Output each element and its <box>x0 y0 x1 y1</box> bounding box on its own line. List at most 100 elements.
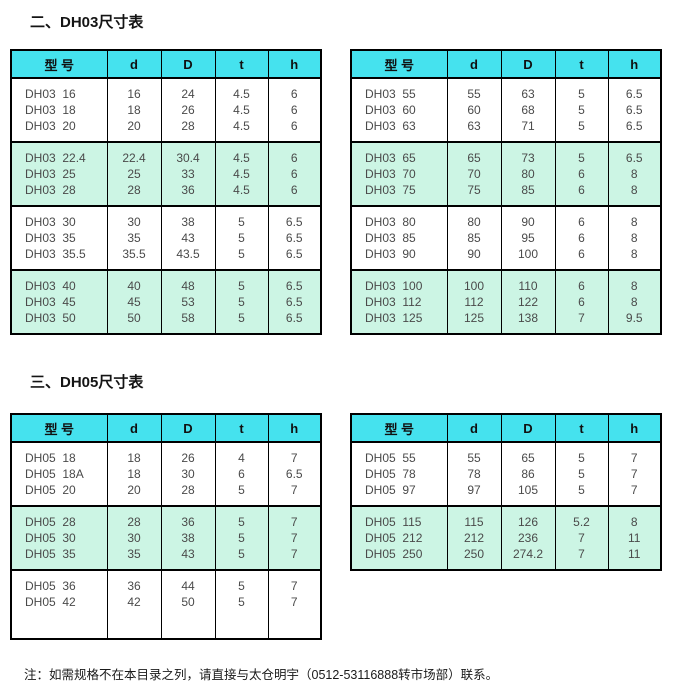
cell-value: 6 <box>267 78 322 102</box>
cell-value: 20 <box>106 482 162 506</box>
row-group: DH03 40 40 48 5 6.5 DH03 45 45 53 5 6.5 DH03 50 50 5… <box>10 270 322 334</box>
cell-value: 53 <box>160 294 216 310</box>
cell-model: DH03 80 <box>350 206 448 230</box>
table-row: DH03 90 90 100 6 8 <box>350 246 662 270</box>
column-header: 型 号 <box>10 413 108 443</box>
footer-note: 注：如需规格不在本目录之列，请直接与太仓明宇（0512-53116888转市场部… <box>24 668 499 682</box>
table-row: DH03 20 20 28 4.5 6 <box>10 118 322 142</box>
column-header: D <box>500 413 556 443</box>
cell-value: 115 <box>446 506 502 530</box>
table-row: DH03 65 65 73 5 6.5 <box>350 142 662 166</box>
table-row: DH03 35.5 35.5 43.5 5 6.5 <box>10 246 322 270</box>
row-group: DH03 30 30 38 5 6.5 DH03 35 35 43 5 6.5 DH03 35.5 3… <box>10 206 322 270</box>
table-row: DH05 250 250 274.2 7 11 <box>350 546 662 570</box>
cell-value: 6 <box>267 142 322 166</box>
cell-value: 7 <box>607 466 662 482</box>
cell-value: 8 <box>607 294 662 310</box>
cell-value: 48 <box>160 270 216 294</box>
cell-value: 7 <box>554 530 609 546</box>
table-row: DH05 35 35 43 5 7 <box>10 546 322 570</box>
cell-value: 35 <box>106 546 162 570</box>
cell-value: 9.5 <box>607 310 662 334</box>
table-row: DH03 60 60 68 5 6.5 <box>350 102 662 118</box>
cell-model: DH03 85 <box>350 230 448 246</box>
table-row: DH05 42 42 50 5 7 <box>10 594 322 639</box>
cell-value: 85 <box>500 182 556 206</box>
cell-value: 8 <box>607 230 662 246</box>
table-row: DH03 45 45 53 5 6.5 <box>10 294 322 310</box>
cell-model: DH05 28 <box>10 506 108 530</box>
cell-model: DH03 45 <box>10 294 108 310</box>
cell-value: 55 <box>446 78 502 102</box>
table-row: DH03 28 28 36 4.5 6 <box>10 182 322 206</box>
cell-value: 8 <box>607 206 662 230</box>
cell-value: 250 <box>446 546 502 570</box>
cell-value: 24 <box>160 78 216 102</box>
cell-model: DH03 40 <box>10 270 108 294</box>
column-header: t <box>214 49 269 79</box>
cell-value: 71 <box>500 118 556 142</box>
cell-model: DH05 35 <box>10 546 108 570</box>
cell-value: 5 <box>554 466 609 482</box>
cell-value: 68 <box>500 102 556 118</box>
cell-value: 58 <box>160 310 216 334</box>
cell-value: 6.5 <box>607 78 662 102</box>
cell-value: 8 <box>607 166 662 182</box>
column-header: D <box>500 49 556 79</box>
column-header: h <box>607 49 662 79</box>
cell-value: 20 <box>106 118 162 142</box>
cell-value: 7 <box>267 482 322 506</box>
row-group: DH05 55 55 65 5 7 DH05 78 78 86 5 7 DH05 97 97 105 5 7 <box>350 442 662 506</box>
column-header: h <box>267 49 322 79</box>
cell-value: 4.5 <box>214 142 269 166</box>
table-row: DH05 28 28 36 5 7 <box>10 506 322 530</box>
cell-value: 6 <box>554 182 609 206</box>
cell-value: 43.5 <box>160 246 216 270</box>
cell-value: 6.5 <box>267 230 322 246</box>
cell-value: 22.4 <box>106 142 162 166</box>
column-header: D <box>160 413 216 443</box>
cell-model: DH03 60 <box>350 102 448 118</box>
row-group: DH03 22.4 22.4 30.4 4.5 6 DH03 25 25 33 4.5 6 DH03… <box>10 142 322 206</box>
cell-value: 5 <box>214 506 269 530</box>
cell-value: 73 <box>500 142 556 166</box>
cell-value: 6.5 <box>267 466 322 482</box>
cell-value: 18 <box>106 102 162 118</box>
cell-model: DH03 63 <box>350 118 448 142</box>
cell-model: DH05 36 <box>10 570 108 594</box>
cell-value: 5 <box>554 142 609 166</box>
cell-value: 43 <box>160 546 216 570</box>
cell-value: 30 <box>106 530 162 546</box>
cell-model: DH03 22.4 <box>10 142 108 166</box>
cell-model: DH05 42 <box>10 594 108 639</box>
cell-value: 6 <box>554 246 609 270</box>
cell-model: DH05 250 <box>350 546 448 570</box>
row-group: DH03 55 55 63 5 6.5 DH03 60 60 68 5 6.5 DH03 63 63 7… <box>350 78 662 142</box>
row-group: DH03 16 16 24 4.5 6 DH03 18 18 26 4.5 6 DH03 20 20 2… <box>10 78 322 142</box>
table-row: DH05 97 97 105 5 7 <box>350 482 662 506</box>
table-row: DH05 78 78 86 5 7 <box>350 466 662 482</box>
column-header: 型 号 <box>350 49 448 79</box>
row-group: DH03 100 100 110 6 8 DH03 112 112 122 6 8 DH03 125… <box>350 270 662 334</box>
row-group: DH05 115 115 126 5.2 8 DH05 212 212 236 7 11 DH05 … <box>350 506 662 570</box>
cell-value: 5 <box>554 482 609 506</box>
cell-value: 5 <box>214 530 269 546</box>
cell-model: DH03 55 <box>350 78 448 102</box>
cell-value: 122 <box>500 294 556 310</box>
table-row: DH03 22.4 22.4 30.4 4.5 6 <box>10 142 322 166</box>
cell-value: 125 <box>446 310 502 334</box>
cell-value: 7 <box>267 442 322 466</box>
table-row: DH05 30 30 38 5 7 <box>10 530 322 546</box>
cell-value: 28 <box>106 182 162 206</box>
cell-value: 6 <box>267 102 322 118</box>
cell-value: 35.5 <box>106 246 162 270</box>
cell-value: 50 <box>106 310 162 334</box>
cell-model: DH05 30 <box>10 530 108 546</box>
cell-value: 8 <box>607 246 662 270</box>
